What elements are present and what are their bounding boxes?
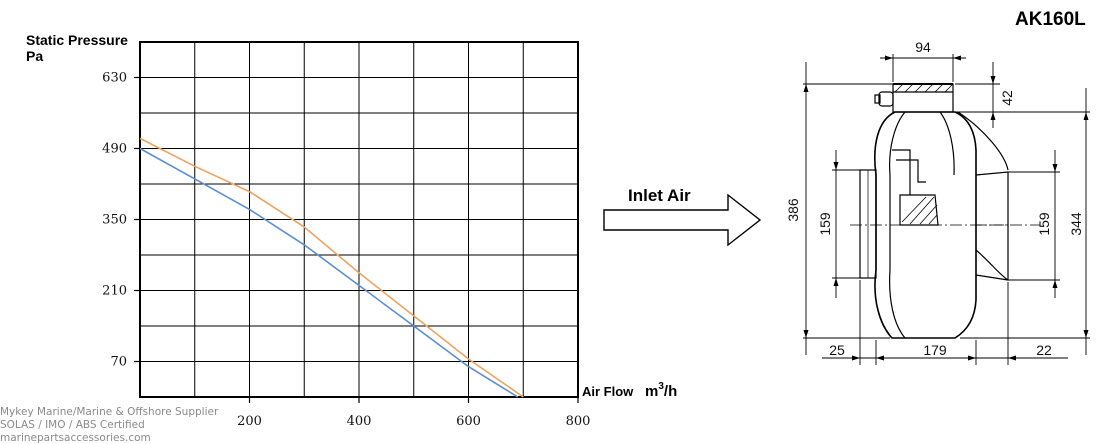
inlet-air-label: Inlet Air — [628, 186, 691, 205]
x-axis-unit: m3/h — [645, 381, 677, 400]
y-tick-label: 210 — [102, 284, 127, 299]
dim-inlet-diameter: 159 — [817, 212, 833, 236]
cable-gland — [878, 91, 894, 107]
y-tick-label: 490 — [102, 142, 127, 157]
series-line-2 — [139, 147, 519, 398]
y-tick-label: 630 — [102, 71, 127, 86]
x-axis-label: Air Flow — [582, 384, 634, 399]
watermark-line-3: marinepartsaccessories.com — [0, 432, 151, 444]
dim-overall-height: 386 — [785, 198, 801, 222]
watermark-line-1: Mykey Marine/Marine & Offshore Supplier — [0, 406, 219, 418]
dim-left-collar: 25 — [829, 342, 845, 358]
inlet-air-arrow: Inlet Air — [603, 186, 762, 247]
dim-right-height: 344 — [1068, 212, 1084, 236]
x-tick-label: 200 — [237, 414, 262, 429]
terminal-box — [892, 83, 954, 113]
x-unit-base: m — [645, 383, 658, 400]
watermark-line-2: SOLAS / IMO / ABS Certified — [0, 419, 145, 431]
dimension-lines — [803, 54, 1090, 365]
y-tick-label: 70 — [110, 355, 127, 370]
terminal-hatch — [894, 83, 953, 93]
inlet-arrow-shape — [603, 193, 762, 247]
x-unit-tail: /h — [664, 383, 677, 400]
x-tick-label: 600 — [456, 414, 481, 429]
fan-housing — [874, 111, 977, 339]
series-line-1 — [139, 137, 524, 398]
x-tick-label: 800 — [566, 414, 591, 429]
fan-technical-drawing — [803, 54, 1090, 365]
y-axis-label-line1: Static Pressure — [26, 32, 128, 48]
model-title: AK160L — [1015, 9, 1086, 30]
dim-top-height: 42 — [999, 90, 1015, 106]
dim-body-length: 179 — [923, 342, 947, 358]
y-tick-label: 350 — [102, 213, 127, 228]
dim-top-width: 94 — [915, 39, 931, 55]
pressure-flow-chart: 70 210 350 490 630 200 400 600 800 Static Pressu… — [26, 32, 677, 429]
dim-right-collar: 22 — [1036, 342, 1052, 358]
x-unit-sup: 3 — [658, 381, 664, 392]
x-tick-label: 400 — [347, 414, 372, 429]
dim-outlet-diameter: 159 — [1036, 212, 1052, 236]
y-axis-label-line2: Pa — [26, 48, 43, 64]
